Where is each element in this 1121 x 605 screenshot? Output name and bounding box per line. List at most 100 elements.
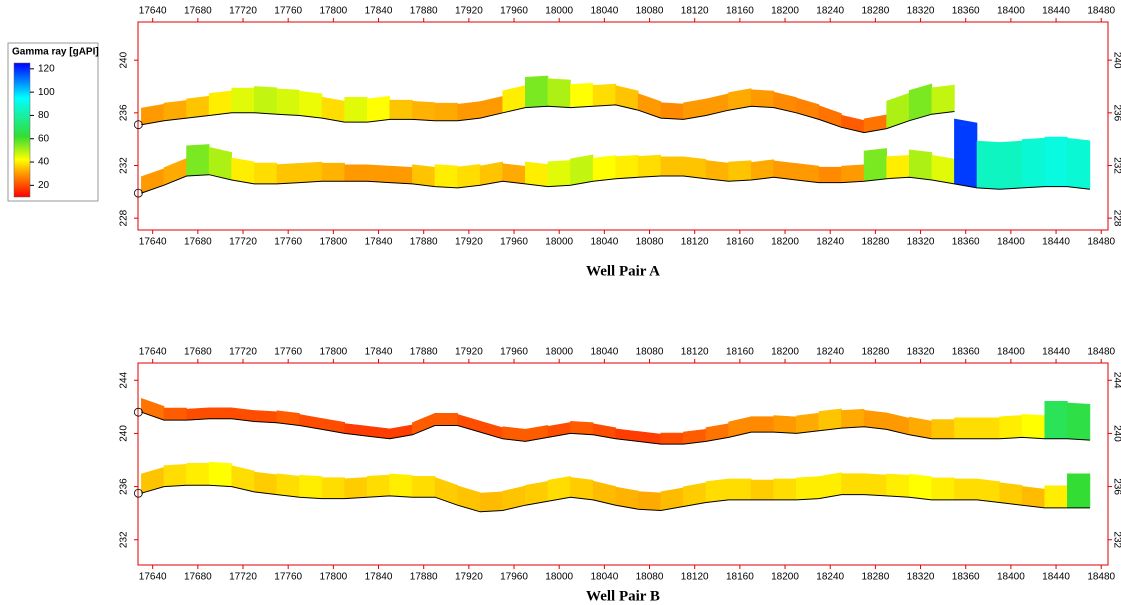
gamma-wiggle [570, 477, 594, 501]
gamma-wiggle [818, 105, 842, 128]
x-tick-label-bottom: 18040 [590, 572, 618, 583]
colorbar [13, 62, 31, 198]
gamma-wiggle [863, 409, 887, 430]
x-tick-label-top: 17880 [410, 6, 438, 17]
gamma-wiggle [976, 417, 1000, 440]
gamma-wiggle [796, 163, 820, 183]
x-tick-label-bottom: 18080 [636, 572, 664, 583]
gamma-wiggle [276, 88, 300, 116]
gamma-wiggle [841, 408, 865, 429]
x-tick-label-bottom: 18360 [952, 237, 980, 248]
well-start-marker [133, 188, 143, 198]
panel: 17640 17640 17680 17680 17720 17720 17760 17760… [119, 6, 1121, 280]
x-tick-label-bottom: 17880 [410, 237, 438, 248]
x-tick-label-bottom: 17640 [139, 237, 167, 248]
gamma-wiggle [954, 417, 978, 440]
gamma-wiggle [750, 479, 775, 501]
x-tick-label-bottom: 18240 [816, 572, 844, 583]
x-tick-label-top: 17880 [410, 347, 438, 358]
gamma-wiggle [299, 161, 323, 183]
y-tick-label-left: 236 [119, 478, 130, 495]
x-tick-label-bottom: 17800 [319, 237, 347, 248]
x-tick-label-top: 17760 [274, 6, 302, 17]
gamma-wiggle [1021, 414, 1046, 440]
gamma-wiggle [344, 477, 368, 499]
gamma-wiggle [570, 82, 594, 108]
x-tick-label-bottom: 18400 [997, 572, 1025, 583]
gamma-wiggle [908, 149, 933, 181]
colorbar-tick-label: 100 [38, 87, 55, 98]
x-tick-label-top: 18120 [681, 347, 709, 358]
x-tick-label-bottom: 18000 [545, 572, 573, 583]
gamma-wiggle [457, 485, 481, 513]
gamma-wiggle [479, 420, 504, 440]
x-tick-label-top: 18040 [590, 347, 618, 358]
x-tick-label-bottom: 18280 [861, 237, 889, 248]
gamma-wiggle [502, 163, 526, 185]
x-tick-label-top: 18320 [907, 347, 935, 358]
x-tick-label-top: 18000 [545, 6, 573, 17]
gamma-wiggle [457, 101, 481, 122]
well-trajectory [141, 484, 1090, 513]
gamma-wiggle [1021, 486, 1046, 509]
x-tick-label-bottom: 18200 [771, 237, 799, 248]
x-tick-label-bottom: 17720 [229, 237, 257, 248]
gamma-wiggle [1044, 401, 1068, 440]
gamma-wiggle [570, 421, 594, 436]
gamma-wiggle [163, 464, 187, 487]
colorbar-tick-label: 20 [38, 180, 50, 191]
gamma-wiggle [728, 478, 752, 501]
x-tick-label-top: 17920 [455, 347, 483, 358]
gamma-wiggle [186, 462, 210, 486]
y-tick-label-right: 240 [1111, 425, 1121, 442]
gamma-wiggle [976, 140, 1000, 190]
gamma-wiggle [186, 95, 210, 119]
x-tick-label-bottom: 18360 [952, 572, 980, 583]
x-tick-label-top: 18480 [1087, 347, 1115, 358]
gamma-wiggle [841, 164, 865, 183]
x-tick-label-top: 18160 [726, 347, 754, 358]
x-tick-label-top: 18080 [636, 347, 664, 358]
gamma-wiggle [141, 466, 165, 494]
colorbar-tick-label: 120 [38, 63, 55, 74]
colorbar-tick-label: 40 [38, 157, 50, 168]
x-tick-label-top: 17760 [274, 347, 302, 358]
panel-title: Well Pair A [586, 263, 660, 279]
gamma-wiggle [457, 164, 481, 189]
gamma-wiggle [705, 160, 729, 182]
gamma-wiggle [412, 164, 436, 187]
x-tick-label-top: 18480 [1087, 6, 1115, 17]
gamma-wiggle [366, 95, 391, 123]
x-tick-label-top: 17680 [184, 6, 212, 17]
x-tick-label-bottom: 17760 [274, 237, 302, 248]
gamma-wiggle [886, 473, 910, 498]
gamma-wiggle [321, 477, 345, 499]
x-tick-label-top: 18280 [861, 6, 889, 17]
gamma-wiggle [886, 155, 910, 179]
x-tick-label-bottom: 17880 [410, 572, 438, 583]
gamma-wiggle [344, 97, 368, 123]
well-start-marker [133, 407, 143, 417]
gamma-wiggle [231, 87, 255, 114]
gamma-wiggle [592, 83, 616, 107]
x-tick-label-top: 18240 [816, 347, 844, 358]
x-tick-label-top: 17960 [500, 6, 528, 17]
panel-title: Well Pair B [586, 588, 660, 604]
gamma-wiggle [1044, 136, 1068, 187]
gamma-wiggle [999, 415, 1023, 440]
gamma-wiggle [796, 412, 820, 434]
gamma-wiggle [660, 156, 684, 177]
x-tick-label-top: 18440 [1042, 347, 1070, 358]
x-tick-label-top: 18000 [545, 347, 573, 358]
x-tick-label-bottom: 17840 [365, 237, 393, 248]
gamma-wiggle [954, 118, 978, 189]
x-tick-label-top: 17640 [139, 347, 167, 358]
gamma-wiggle [660, 102, 684, 120]
gamma-wiggle [705, 423, 729, 442]
x-tick-label-top: 17640 [139, 6, 167, 17]
gamma-wiggle [163, 157, 187, 186]
gamma-wiggle [1067, 137, 1091, 190]
y-tick-label-left: 240 [119, 51, 130, 68]
gamma-wiggle [999, 482, 1023, 506]
gamma-wiggle [412, 476, 436, 498]
